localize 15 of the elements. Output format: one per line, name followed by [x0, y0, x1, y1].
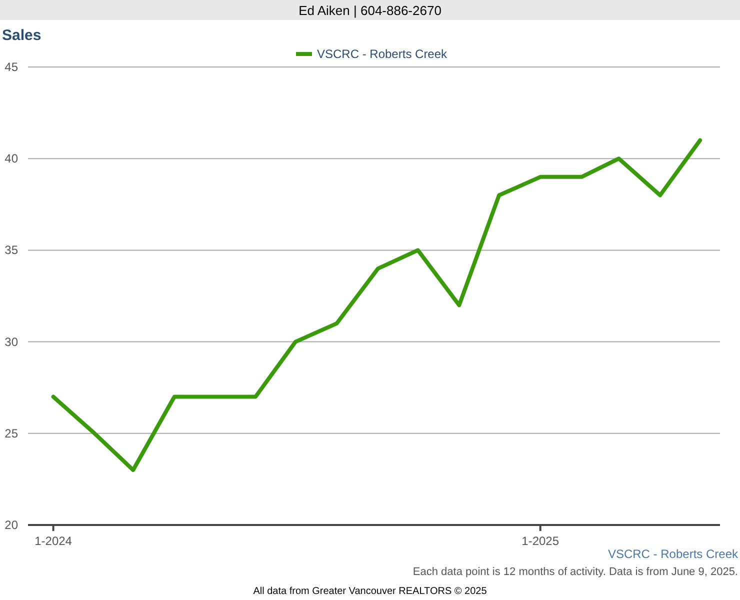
text: All data from Greater Vancouver REALTORS © 2025	[253, 586, 488, 597]
legend-label: VSCRC - Roberts Creek	[317, 47, 448, 61]
y-tick-label: 25	[4, 426, 18, 440]
text: Ed Aiken | 604-886-2670	[298, 3, 442, 18]
y-tick-label: 45	[4, 60, 18, 74]
chart-title: Sales	[2, 27, 42, 44]
y-tick-label: 20	[4, 518, 18, 532]
x-tick-label: 1-2025	[522, 534, 560, 548]
y-tick-label: 35	[4, 243, 18, 258]
x-tick-label: 1-2024	[34, 534, 72, 548]
line-series	[51, 138, 702, 472]
text: Each data point is 12 months of activity. Data is from June 9, 2025.	[412, 566, 738, 578]
y-tick-label: 30	[4, 334, 18, 349]
y-tick-label: 40	[4, 152, 18, 166]
text: VSCRC - Roberts Creek	[608, 547, 739, 561]
